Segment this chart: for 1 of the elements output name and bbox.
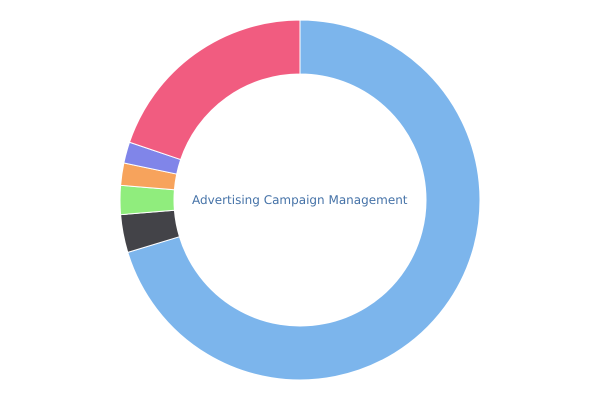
text: Advertising Campaign Management (192, 193, 408, 207)
